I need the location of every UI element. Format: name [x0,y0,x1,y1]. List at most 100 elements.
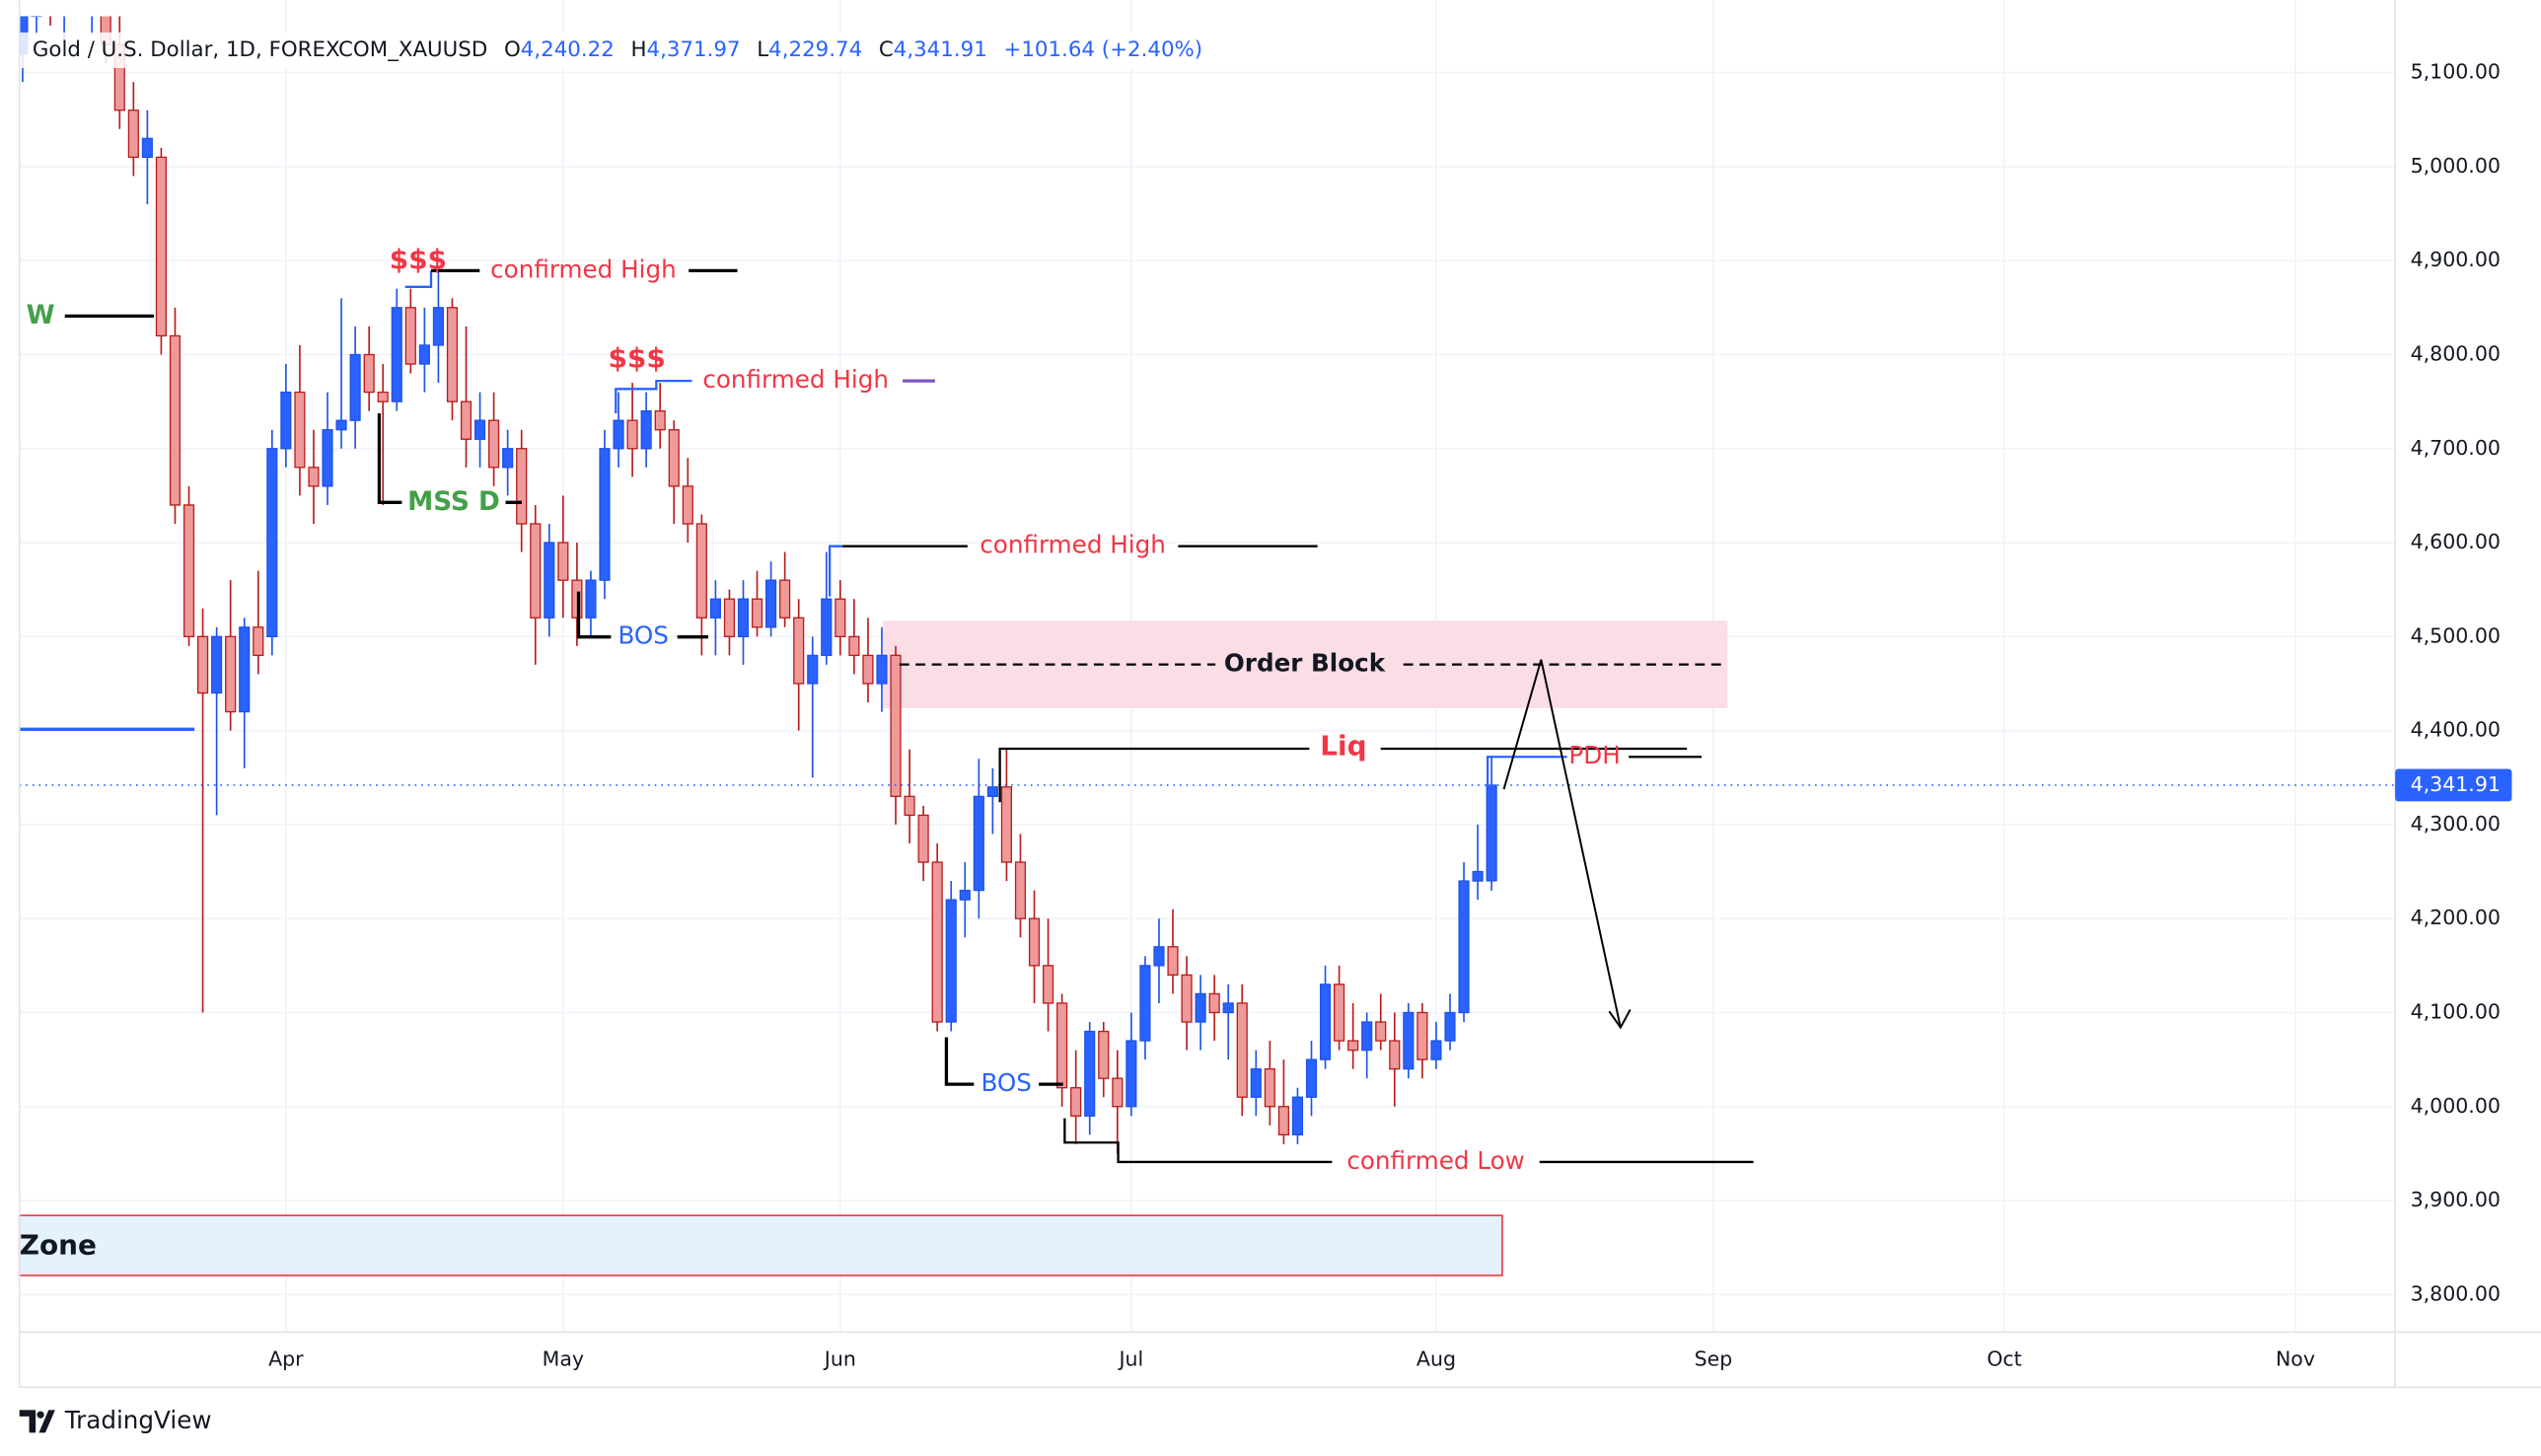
candle-body [1375,1021,1387,1042]
zone-box [18,1214,1503,1276]
level-line [1063,1118,1333,1164]
candle-body [1070,1087,1082,1117]
candle-body [1112,1077,1124,1108]
projection-arrow [1502,659,1622,1028]
candle-body [1222,1002,1234,1014]
candle-body [1028,917,1041,967]
y-tick-label: 3,900.00 [2411,1188,2501,1211]
candle-body [391,307,402,402]
candle-body [931,861,943,1023]
ohlc-prefix: C [879,37,894,62]
candle-body [155,156,168,337]
y-tick-label: 4,200.00 [2411,906,2501,929]
candle-body [973,795,984,892]
annotation: Zone [20,1228,97,1261]
y-tick-label: 4,800.00 [2411,341,2501,365]
ohlc-prefix: L [757,37,768,62]
candle-body [1208,992,1220,1014]
candle-body [308,467,320,487]
candle-body [1361,1021,1373,1052]
candle-body [141,137,153,159]
candle-body [473,419,486,440]
y-tick-label: 4,000.00 [2411,1094,2501,1118]
candle-body [460,400,472,440]
x-tick-label: Jun [823,1347,856,1370]
candle-body [349,353,361,421]
candle-body [363,353,375,394]
candle-body [544,542,555,619]
arrow-head [1608,1009,1632,1030]
y-tick-label: 5,100.00 [2411,60,2501,84]
candle-body [904,795,915,817]
logo-dot [36,1411,44,1419]
candle-body [959,889,971,901]
y-tick-label: 4,400.00 [2411,718,2501,742]
candle-body [1084,1030,1096,1117]
candle-body [197,635,209,694]
candle-body [418,344,430,365]
header-bg [19,32,1187,69]
y-tick-label: 4,300.00 [2411,812,2501,836]
ohlc-value: 4,229.74 [768,37,862,62]
candle-body [530,523,542,619]
last-price-label: 4,341.91 [2411,772,2501,796]
candle-body [516,448,528,525]
axes: 3,800.00 3,900.00 4,000.00 4,100.00 4,200.00… [268,60,2512,1370]
x-tick-label: Oct [1987,1347,2021,1370]
y-tick-label: 4,700.00 [2411,436,2501,460]
logo [19,1410,55,1433]
ohlc-prefix: O [504,37,521,62]
candle-body [779,579,791,619]
candle-body [668,429,680,487]
candle-body [1319,983,1332,1060]
candle-body [626,419,638,450]
x-tick-label: Apr [268,1347,304,1370]
ohlc-value: 4,240.22 [521,37,615,62]
candle-body [613,419,624,450]
candle-body [793,617,805,685]
candle-body [1236,1002,1248,1098]
candle-body [446,307,459,402]
candle-body [986,786,998,797]
candle-body [1389,1040,1401,1070]
level-line [944,1037,975,1086]
candle-body [557,542,569,581]
annotation: MSS D [407,487,500,517]
candle-body [1181,974,1193,1023]
candle-body [211,635,223,694]
x-tick-label: May [543,1347,584,1370]
candle-body [280,391,292,450]
candle-body [1347,1040,1359,1052]
x-tick-label: Jul [1117,1347,1143,1370]
candle-body [1277,1106,1289,1136]
level-line [576,591,612,639]
annotation: confirmed High [702,365,889,394]
candle-body [294,391,306,469]
grid [19,0,2396,1333]
candle-body [945,899,957,1023]
x-tick-label: Nov [2276,1347,2315,1370]
candle-body [1486,784,1497,882]
candle-body [765,579,777,628]
candle-body [1043,965,1054,1004]
candle-body [266,448,278,637]
candle-body [917,814,929,863]
candle-body [169,334,182,506]
y-tick-label: 4,500.00 [2411,623,2501,647]
symbol: Gold / U.S. Dollar, 1D, FOREXCOM_XAUUSD [33,37,487,62]
candle-body [640,409,652,450]
y-tick-label: 4,600.00 [2411,530,2501,553]
candle-body [821,598,833,657]
last-price-box [2395,768,2512,802]
candle-body [1472,870,1484,882]
candle-body [31,16,42,18]
header: Gold / U.S. Dollar, 1D, FOREXCOM_XAUUSD … [33,37,1202,62]
level-line [998,747,1310,803]
candle-body [1250,1067,1262,1098]
change: +101.64 (+2.40%) [1003,37,1202,62]
candle-body [737,598,750,637]
x-tick-label: Sep [1695,1347,1733,1370]
bracket [1486,756,1567,786]
candle-body [835,598,846,637]
annotation: W [27,301,55,330]
